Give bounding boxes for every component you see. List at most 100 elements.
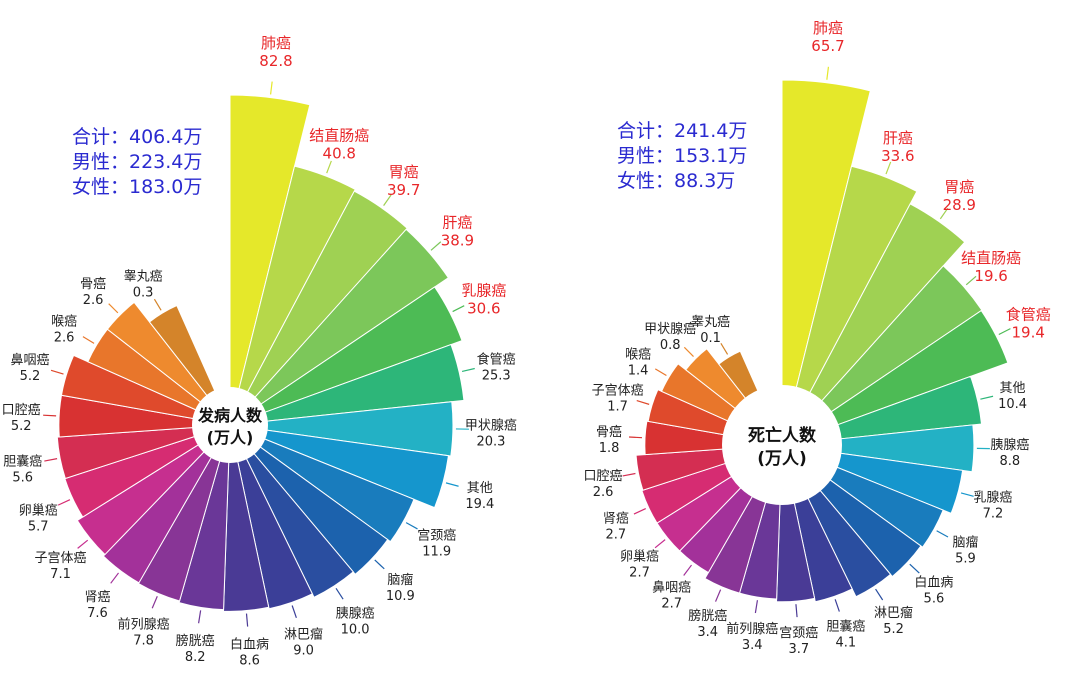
value-鼻咽癌: 5.2: [20, 369, 41, 384]
label-卵巢癌: 卵巢癌: [620, 548, 659, 564]
label-喉癌: 喉癌: [625, 347, 651, 363]
leader-宫颈癌: [405, 522, 418, 530]
value-膀胱癌: 3.4: [697, 625, 718, 640]
label-肾癌: 肾癌: [84, 589, 110, 605]
leader-胃癌: [383, 194, 392, 206]
label-胃癌: 胃癌: [944, 178, 974, 196]
leader-淋巴瘤: [291, 605, 297, 618]
center-disk: [722, 385, 842, 505]
value-脑瘤: 10.9: [386, 589, 415, 604]
leader-胆囊癌: [834, 599, 840, 612]
label-肝癌: 肝癌: [442, 213, 472, 231]
total-0: 合计：241.4万: [617, 120, 747, 142]
leader-肝癌: [885, 161, 892, 175]
label-食管癌: 食管癌: [477, 352, 516, 368]
value-食管癌: 25.3: [482, 369, 511, 384]
leader-食管癌: [461, 367, 475, 373]
value-前列腺癌: 3.4: [742, 638, 763, 653]
value-肾癌: 7.6: [87, 606, 108, 621]
label-甲状腺癌: 甲状腺癌: [465, 418, 517, 434]
value-甲状腺癌: 0.8: [660, 338, 681, 353]
value-口腔癌: 2.6: [593, 485, 614, 500]
value-胆囊癌: 5.6: [12, 470, 33, 485]
value-其他: 19.4: [465, 497, 494, 512]
center-unit: (万人): [757, 449, 807, 469]
value-食管癌: 19.4: [1012, 324, 1045, 342]
leader-肺癌: [269, 81, 273, 95]
label-子宫体癌: 子宫体癌: [35, 550, 87, 566]
value-鼻咽癌: 2.7: [661, 596, 682, 611]
leader-喉癌: [82, 336, 95, 344]
value-胰腺癌: 10.0: [341, 623, 370, 638]
leader-肾癌: [633, 507, 646, 515]
leader-膀胱癌: [714, 589, 722, 602]
value-乳腺癌: 7.2: [983, 507, 1004, 522]
label-白血病: 白血病: [914, 575, 953, 591]
value-胃癌: 39.7: [387, 181, 420, 199]
total-0: 合计：406.4万: [72, 126, 202, 148]
value-胰腺癌: 8.8: [1000, 454, 1021, 469]
label-胆囊癌: 胆囊癌: [3, 453, 42, 469]
leader-鼻咽癌: [683, 564, 693, 576]
center-title: 发病人数: [197, 406, 263, 425]
center-title: 死亡人数: [748, 425, 817, 446]
leader-甲状腺癌: [683, 346, 694, 357]
value-骨癌: 2.6: [83, 293, 104, 308]
label-淋巴瘤: 淋巴瘤: [874, 605, 913, 621]
leader-卵巢癌: [57, 499, 71, 506]
label-卵巢癌: 卵巢癌: [19, 502, 58, 518]
leader-前列腺癌: [754, 600, 759, 614]
center-unit: (万人): [207, 428, 254, 447]
value-喉癌: 1.4: [628, 364, 649, 379]
leader-其他: [980, 395, 994, 400]
label-甲状腺癌: 甲状腺癌: [644, 321, 696, 337]
leader-子宫体癌: [636, 400, 650, 405]
value-口腔癌: 5.2: [11, 419, 32, 434]
leader-睾丸癌: [153, 298, 162, 311]
value-结直肠癌: 40.8: [323, 144, 356, 162]
label-口腔癌: 口腔癌: [2, 402, 41, 418]
value-白血病: 8.6: [239, 653, 260, 668]
value-胃癌: 28.9: [943, 196, 976, 214]
leader-脑瘤: [936, 530, 949, 538]
total-1: 男性：153.1万: [617, 145, 747, 167]
label-宫颈癌: 宫颈癌: [417, 528, 456, 544]
label-口腔癌: 口腔癌: [584, 468, 623, 484]
label-结直肠癌: 结直肠癌: [309, 126, 369, 144]
leader-脑瘤: [374, 559, 385, 570]
label-胆囊癌: 胆囊癌: [826, 619, 865, 635]
leader-乳腺癌: [452, 305, 465, 313]
total-2: 女性：183.0万: [72, 176, 202, 198]
leader-乳腺癌: [960, 492, 974, 497]
value-肺癌: 82.8: [259, 52, 292, 70]
label-子宫体癌: 子宫体癌: [592, 383, 644, 399]
leader-膀胱癌: [198, 610, 202, 624]
value-白血病: 5.6: [924, 592, 945, 607]
label-肺癌: 肺癌: [813, 19, 843, 37]
label-其他: 其他: [1000, 381, 1026, 396]
label-前列腺癌: 前列腺癌: [118, 616, 170, 632]
value-卵巢癌: 5.7: [28, 519, 49, 534]
value-甲状腺癌: 20.3: [476, 435, 505, 450]
leader-卵巢癌: [654, 539, 666, 549]
label-乳腺癌: 乳腺癌: [973, 490, 1012, 506]
label-鼻咽癌: 鼻咽癌: [11, 352, 50, 368]
leader-骨癌: [628, 436, 643, 439]
leader-食管癌: [998, 328, 1011, 336]
leader-鼻咽癌: [50, 369, 64, 375]
leader-结直肠癌: [965, 275, 977, 286]
label-喉癌: 喉癌: [51, 313, 77, 329]
label-食管癌: 食管癌: [1006, 306, 1051, 324]
value-肝癌: 33.6: [881, 147, 914, 165]
leader-胃癌: [939, 207, 949, 220]
label-膀胱癌: 膀胱癌: [176, 633, 215, 649]
leader-胆囊癌: [44, 458, 58, 462]
value-前列腺癌: 7.8: [133, 633, 154, 648]
leader-肺癌: [826, 66, 830, 80]
label-肝癌: 肝癌: [883, 129, 913, 147]
leader-其他: [445, 482, 459, 487]
value-乳腺癌: 30.6: [467, 300, 500, 318]
